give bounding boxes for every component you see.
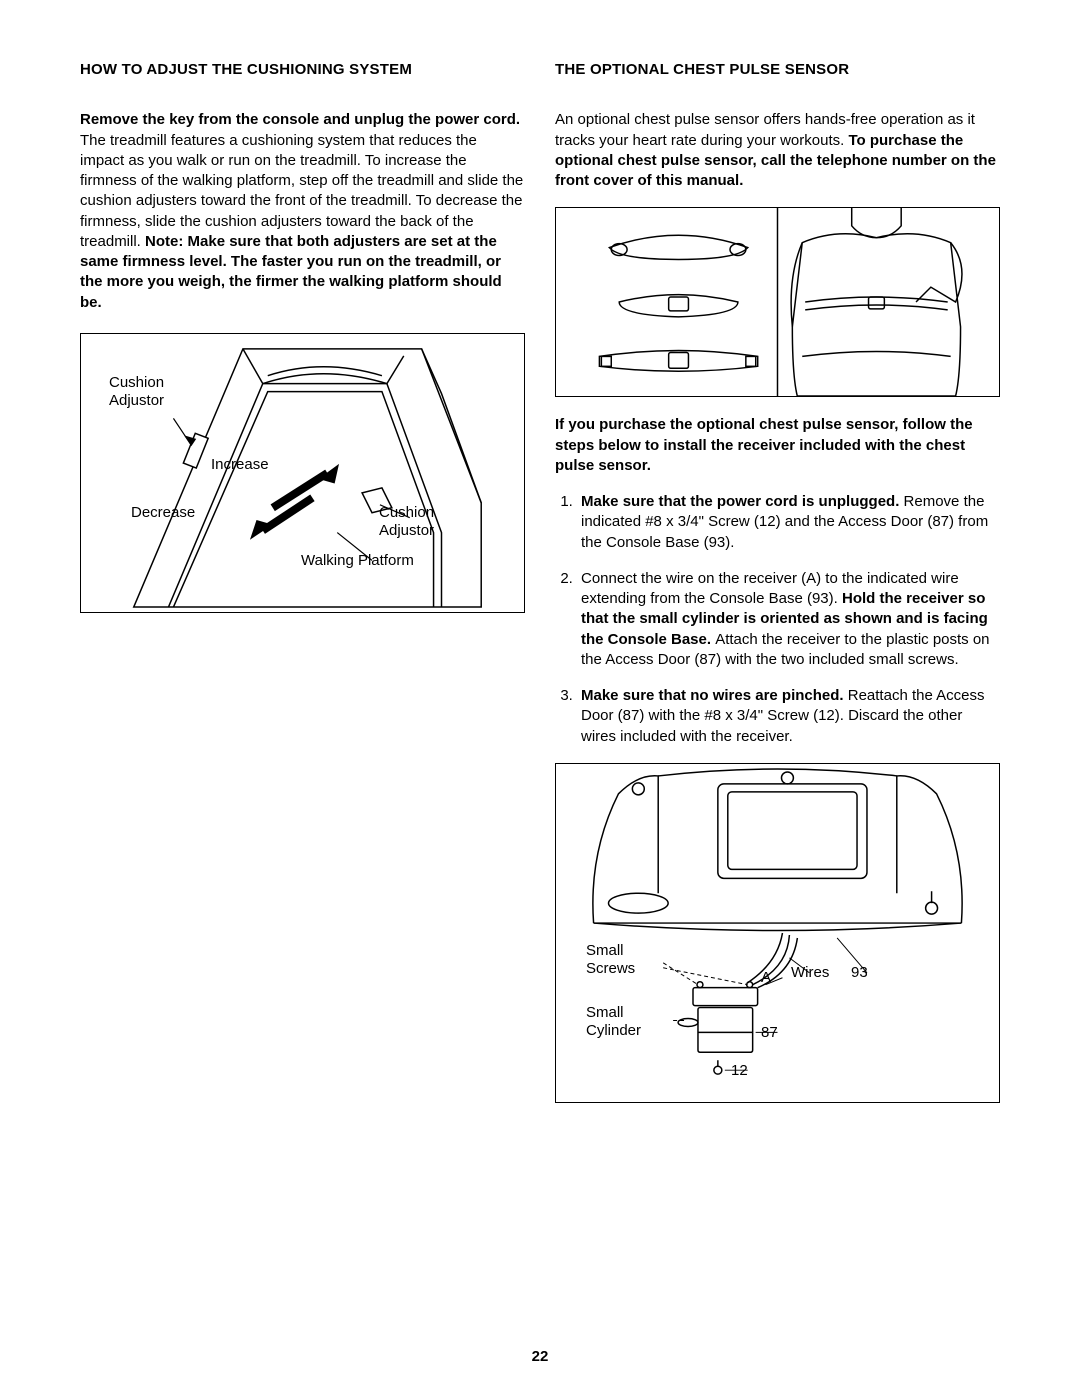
label-12: 12: [731, 1062, 748, 1080]
para-lead-bold: Remove the key from the console and unpl…: [80, 111, 520, 128]
after-fig-bold: If you purchase the optional chest pulse…: [555, 415, 1000, 476]
label-A: A: [761, 969, 771, 987]
page-number: 22: [0, 1347, 1080, 1367]
label-small-cylinder: Small Cylinder: [586, 1004, 641, 1040]
left-heading: HOW TO ADJUST THE CUSHIONING SYSTEM: [80, 60, 525, 80]
chest-sensor-svg: [556, 208, 999, 396]
label-increase: Increase: [211, 456, 269, 474]
s1-bold: Make sure that the power cord is unplugg…: [581, 493, 904, 510]
figure-cushioning: Cushion Adjustor Increase Decrease Cushi…: [80, 333, 525, 613]
right-intro: An optional chest pulse sensor offers ha…: [555, 110, 1000, 191]
label-walking-platform: Walking Platform: [301, 552, 414, 570]
left-column: HOW TO ADJUST THE CUSHIONING SYSTEM Remo…: [80, 60, 525, 1103]
figure-console-base: Small Screws Small Cylinder A Wires 93 8…: [555, 763, 1000, 1103]
label-decrease: Decrease: [131, 504, 195, 522]
s3-bold: Make sure that no wires are pinched.: [581, 687, 848, 704]
install-steps: Make sure that the power cord is unplugg…: [555, 492, 1000, 747]
right-column: THE OPTIONAL CHEST PULSE SENSOR An optio…: [555, 60, 1000, 1103]
figure-chest-sensor: [555, 207, 1000, 397]
step-1: Make sure that the power cord is unplugg…: [577, 492, 1000, 553]
label-cushion-adjustor-right: Cushion Adjustor: [379, 504, 434, 540]
two-column-layout: HOW TO ADJUST THE CUSHIONING SYSTEM Remo…: [80, 60, 1000, 1103]
console-base-svg: [556, 764, 999, 1102]
label-cushion-adjustor-top: Cushion Adjustor: [109, 374, 164, 410]
step-3: Make sure that no wires are pinched. Rea…: [577, 686, 1000, 747]
left-paragraph: Remove the key from the console and unpl…: [80, 110, 525, 313]
right-heading: THE OPTIONAL CHEST PULSE SENSOR: [555, 60, 1000, 80]
label-small-screws: Small Screws: [586, 942, 635, 978]
label-87: 87: [761, 1024, 778, 1042]
label-93: 93: [851, 964, 868, 982]
step-2: Connect the wire on the receiver (A) to …: [577, 569, 1000, 670]
manual-page: HOW TO ADJUST THE CUSHIONING SYSTEM Remo…: [0, 0, 1080, 1397]
label-wires: Wires: [791, 964, 829, 982]
